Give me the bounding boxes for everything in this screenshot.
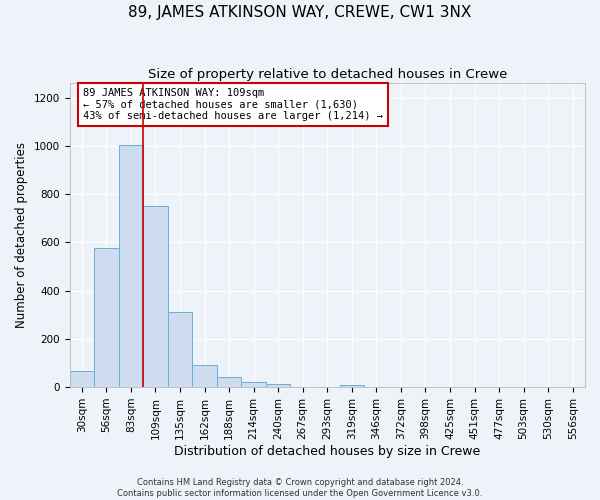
Bar xyxy=(192,366,217,387)
Text: Contains HM Land Registry data © Crown copyright and database right 2024.
Contai: Contains HM Land Registry data © Crown c… xyxy=(118,478,482,498)
Title: Size of property relative to detached houses in Crewe: Size of property relative to detached ho… xyxy=(148,68,507,80)
Y-axis label: Number of detached properties: Number of detached properties xyxy=(15,142,28,328)
Bar xyxy=(119,144,143,387)
Bar xyxy=(266,384,290,387)
Bar xyxy=(94,248,119,387)
Bar xyxy=(241,382,266,387)
X-axis label: Distribution of detached houses by size in Crewe: Distribution of detached houses by size … xyxy=(174,444,481,458)
Bar xyxy=(168,312,192,387)
Bar xyxy=(340,384,364,387)
Text: 89, JAMES ATKINSON WAY, CREWE, CW1 3NX: 89, JAMES ATKINSON WAY, CREWE, CW1 3NX xyxy=(128,5,472,20)
Bar xyxy=(217,378,241,387)
Bar xyxy=(143,206,168,387)
Text: 89 JAMES ATKINSON WAY: 109sqm
← 57% of detached houses are smaller (1,630)
43% o: 89 JAMES ATKINSON WAY: 109sqm ← 57% of d… xyxy=(83,88,383,121)
Bar xyxy=(70,372,94,387)
